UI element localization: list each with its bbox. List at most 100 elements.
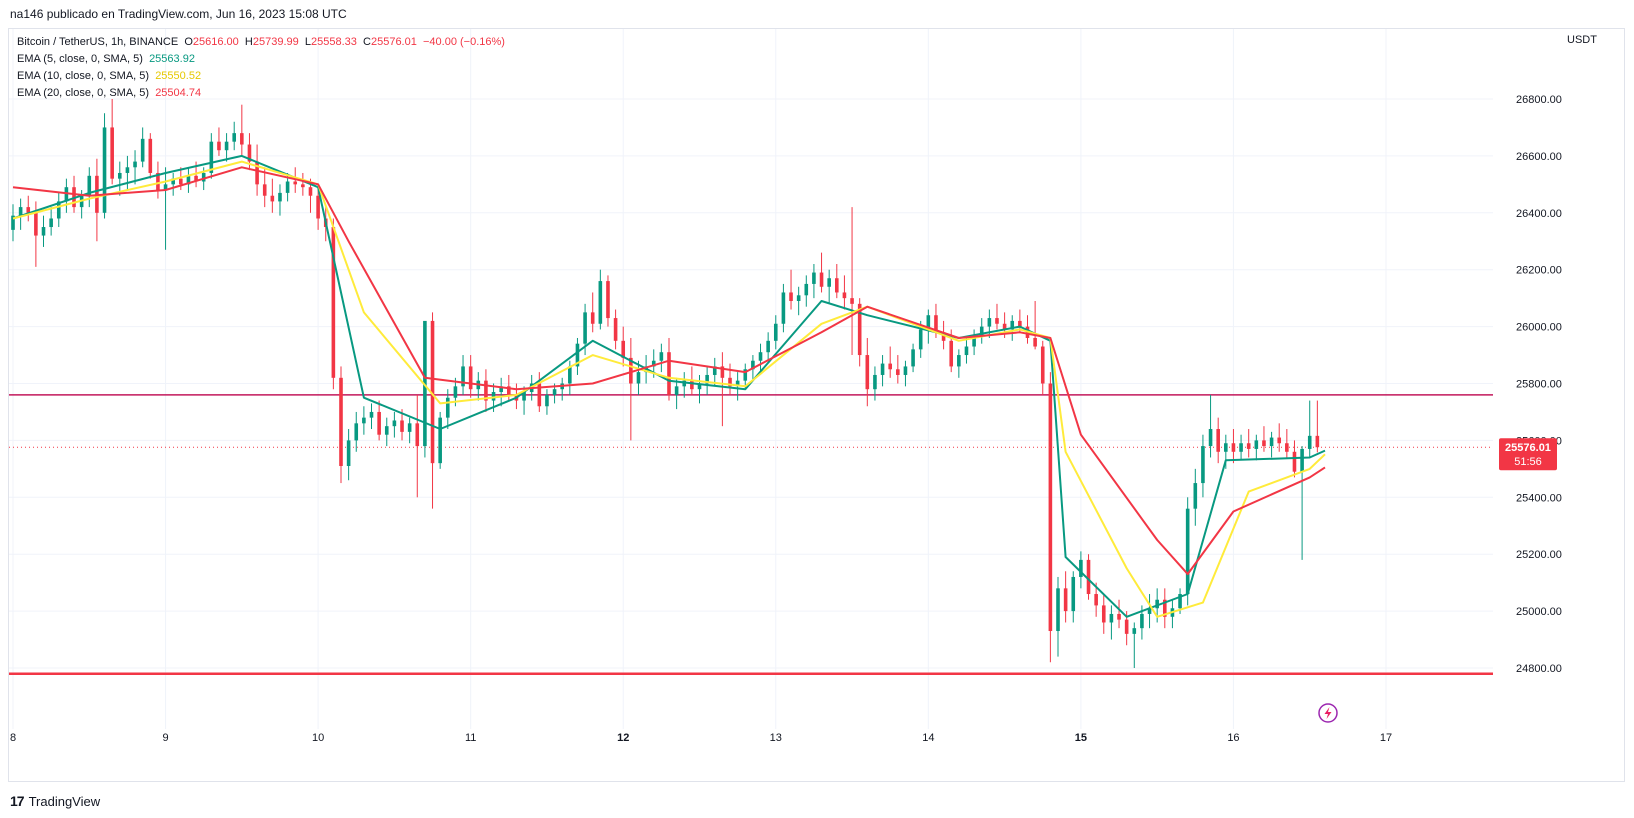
candle-body bbox=[1010, 320, 1015, 330]
candle-body bbox=[1285, 443, 1289, 452]
y-axis: 26800.00 26600.00 26400.00 26200.00 26000.00… bbox=[1516, 94, 1562, 675]
candle-body bbox=[941, 332, 946, 341]
candle bbox=[903, 360, 908, 387]
symbol-row: Bitcoin / TetherUS, 1h, BINANCE O25616.0… bbox=[17, 34, 505, 51]
candle-body bbox=[247, 144, 252, 162]
candle-body bbox=[301, 184, 305, 188]
candle-body bbox=[835, 278, 839, 293]
chart-frame[interactable]: 26800.00 26600.00 26400.00 26200.00 26000.00… bbox=[8, 28, 1625, 782]
price-chart[interactable]: 26800.00 26600.00 26400.00 26200.00 26000.00… bbox=[9, 29, 1624, 781]
candle-body bbox=[423, 320, 427, 447]
candle-body bbox=[1254, 440, 1259, 449]
candle bbox=[888, 346, 892, 378]
ema20-label: EMA (20, close, 0, SMA, 5) bbox=[17, 87, 150, 99]
candle-body bbox=[1155, 599, 1159, 609]
candle-body bbox=[255, 161, 259, 185]
candle bbox=[781, 283, 786, 333]
candle-body bbox=[293, 181, 298, 185]
candle-body bbox=[278, 192, 282, 202]
candle-body bbox=[125, 167, 130, 173]
candle bbox=[1300, 446, 1304, 560]
candle bbox=[1246, 429, 1251, 458]
candle bbox=[331, 218, 336, 390]
candle bbox=[392, 411, 397, 438]
x-tick-label: 11 bbox=[465, 732, 476, 744]
candle-body bbox=[728, 377, 732, 387]
candle-body bbox=[712, 366, 717, 375]
candle-body bbox=[888, 363, 892, 370]
candle-body bbox=[1292, 451, 1297, 472]
candle-body bbox=[1132, 628, 1137, 634]
candle bbox=[598, 269, 603, 330]
candle bbox=[468, 355, 473, 398]
candle bbox=[484, 369, 488, 412]
candle-body bbox=[766, 340, 770, 353]
candle-body bbox=[682, 380, 687, 387]
candle bbox=[1307, 400, 1312, 458]
candle bbox=[537, 372, 542, 412]
candle-body bbox=[1086, 559, 1091, 595]
candle-body bbox=[1147, 608, 1152, 614]
candle-body bbox=[827, 278, 831, 287]
candle bbox=[804, 275, 809, 307]
candle-body bbox=[758, 352, 763, 361]
candle bbox=[1239, 434, 1243, 461]
candle bbox=[499, 377, 503, 407]
candle-body bbox=[972, 335, 976, 347]
lightning-icon[interactable] bbox=[1318, 703, 1338, 723]
open-key: O bbox=[184, 36, 193, 48]
candle bbox=[110, 99, 114, 185]
candle-body bbox=[64, 187, 69, 202]
candle bbox=[972, 329, 976, 356]
candle-body bbox=[590, 312, 595, 324]
candle-body bbox=[636, 372, 641, 384]
candle bbox=[430, 312, 435, 509]
candle bbox=[369, 403, 374, 430]
candle bbox=[186, 167, 191, 193]
grid bbox=[9, 29, 1493, 729]
candle-body bbox=[346, 440, 351, 467]
candle bbox=[1285, 429, 1289, 458]
candle-body bbox=[842, 292, 847, 299]
candle-body bbox=[18, 207, 23, 216]
candle-body bbox=[1140, 613, 1144, 629]
candle bbox=[1231, 429, 1236, 464]
candle bbox=[148, 133, 153, 179]
candle-body bbox=[1124, 619, 1129, 634]
candle-body bbox=[659, 352, 664, 361]
chart-legend: Bitcoin / TetherUS, 1h, BINANCE O25616.0… bbox=[17, 34, 505, 102]
candle-body bbox=[1193, 483, 1198, 509]
candle-body bbox=[522, 392, 526, 401]
candle bbox=[1277, 423, 1282, 452]
candle-body bbox=[11, 215, 15, 230]
candle-body bbox=[186, 175, 191, 185]
candle-body bbox=[49, 218, 53, 228]
candle-body bbox=[949, 340, 954, 367]
candle-body bbox=[1231, 443, 1236, 452]
candle-body bbox=[621, 340, 626, 358]
publish-line: na146 publicado en TradingView.com, Jun … bbox=[10, 7, 347, 21]
candle-body bbox=[148, 138, 153, 173]
candle bbox=[1063, 571, 1068, 623]
candle-body bbox=[140, 138, 145, 162]
candle bbox=[102, 113, 107, 219]
candle-body bbox=[407, 423, 412, 432]
candle bbox=[979, 318, 984, 344]
y-tick-label: 25800.00 bbox=[1516, 379, 1562, 391]
candle bbox=[667, 337, 671, 401]
candle bbox=[445, 389, 450, 430]
candle bbox=[1185, 497, 1190, 606]
candle bbox=[476, 372, 481, 401]
candle-body bbox=[743, 369, 748, 381]
candle-body bbox=[1109, 613, 1114, 623]
candle bbox=[217, 127, 221, 156]
candle-body bbox=[445, 397, 450, 418]
candle bbox=[140, 127, 145, 168]
candle bbox=[1262, 426, 1266, 452]
candle-body bbox=[339, 377, 343, 467]
close-key: C bbox=[363, 36, 371, 48]
candle-body bbox=[773, 323, 778, 341]
candle-body bbox=[41, 227, 46, 236]
candle-body bbox=[880, 363, 885, 375]
candle-body bbox=[598, 281, 603, 324]
